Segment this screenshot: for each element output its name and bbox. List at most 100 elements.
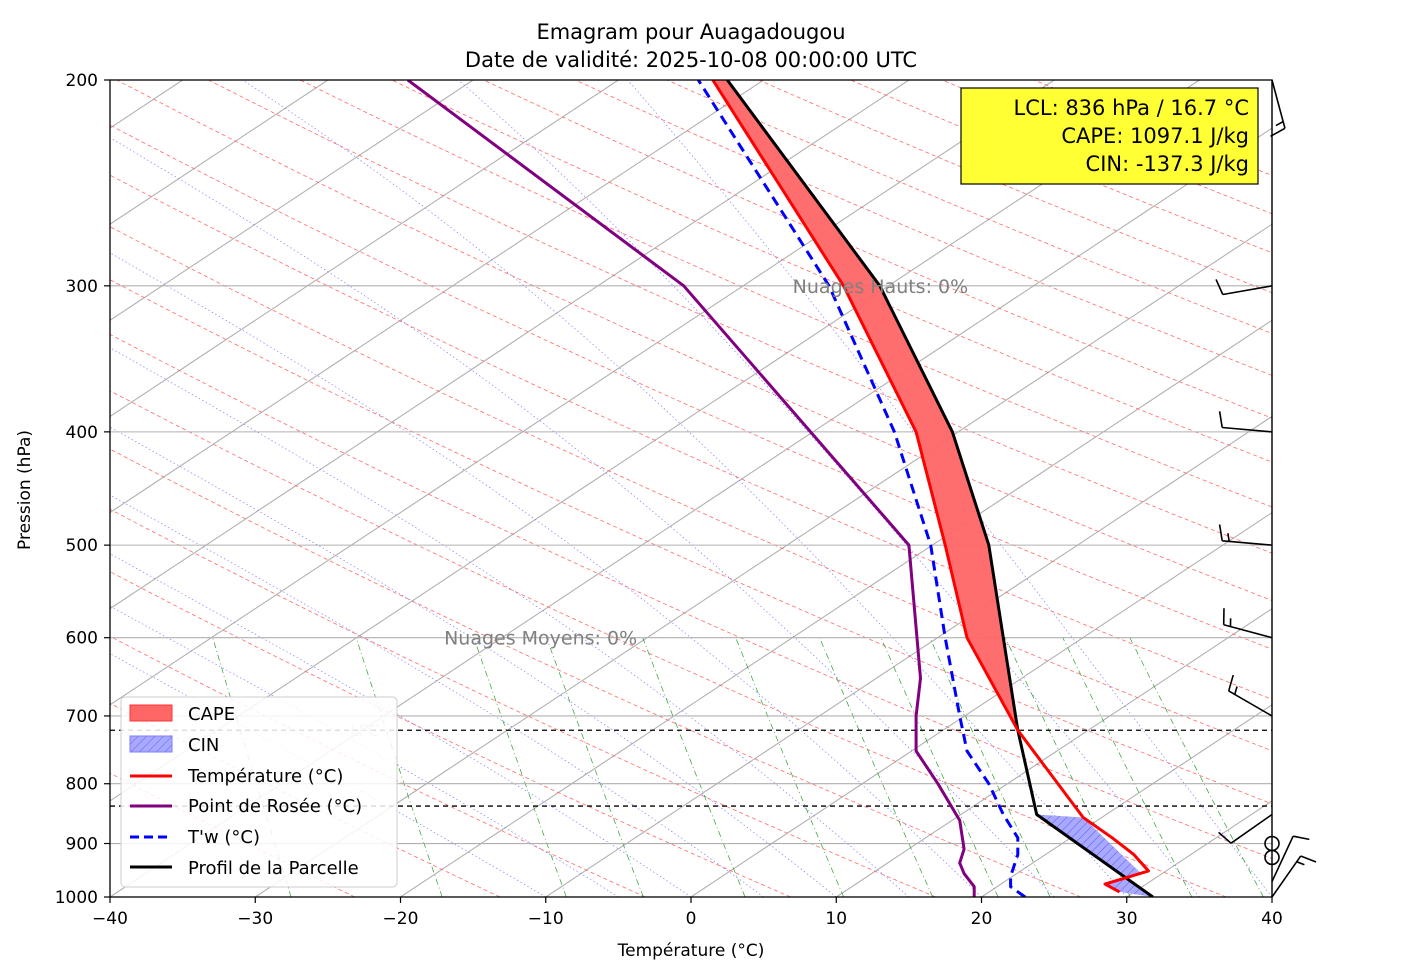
annotation-high-clouds: Nuages Hauts: 0% (793, 276, 969, 298)
isotherm-line (400, 319, 1272, 897)
wind-barb (1218, 813, 1273, 844)
y-tick-label: 1000 (55, 888, 98, 908)
info-box: LCL: 836 hPa / 16.7 °C CAPE: 1097.1 J/kg… (960, 87, 1259, 185)
dry-adiabat (666, 80, 1272, 334)
barb-staff (1222, 426, 1273, 433)
mixing-ratio-line (819, 637, 934, 897)
dry-adiabat (208, 80, 1272, 554)
x-tick-label: −30 (237, 909, 273, 929)
legend-label-dewpoint: Point de Rosée (°C) (188, 796, 362, 817)
barb-staff (1271, 79, 1286, 129)
dry-adiabat (110, 174, 1272, 700)
dry-adiabat (110, 124, 1272, 650)
wind-barb (1264, 849, 1280, 866)
legend-swatch-cape (129, 704, 173, 722)
barb-flag-full (1227, 674, 1235, 692)
cape-area (712, 80, 1018, 731)
moist-adiabat (110, 137, 1055, 897)
barb-flag-full (1218, 831, 1232, 844)
cloud-annotations: Nuages Hauts: 0% Nuages Moyens: 0% (444, 276, 968, 650)
x-tick-label: 30 (1116, 909, 1138, 929)
barb-flag-half (1275, 120, 1284, 127)
y-tick-label: 700 (66, 707, 98, 727)
isotherm-line (110, 80, 910, 610)
mixing-ratio-line (880, 637, 999, 897)
isotherm-line (110, 80, 329, 225)
info-cin: CIN: -137.3 J/kg (1086, 152, 1249, 176)
x-tick-label: −40 (92, 909, 128, 929)
info-box-background (960, 87, 1259, 185)
profile-series (406, 80, 1154, 897)
dry-adiabat (110, 333, 1272, 859)
moist-adiabat (627, 80, 1272, 897)
isotherm-line (110, 80, 619, 418)
isotherm-line (690, 511, 1272, 897)
info-lcl: LCL: 836 hPa / 16.7 °C (1014, 96, 1250, 120)
legend-label-temperature: Température (°C) (187, 766, 343, 787)
dry-adiabat (116, 80, 1272, 602)
x-tick-label: 0 (686, 909, 697, 929)
barb-flag-full (1270, 127, 1286, 138)
annotation-mid-clouds: Nuages Moyens: 0% (444, 628, 637, 650)
y-axis-ticks: 1000 900 800 700 600 500 400 300 200 (55, 71, 110, 908)
chart-title-line2: Date de validité: 2025-10-08 00:00:00 UT… (465, 48, 917, 72)
x-tick-label: −20 (383, 909, 419, 929)
x-axis-label: Température (°C) (617, 941, 765, 961)
wind-barb (1227, 674, 1273, 717)
barb-flag-half (1233, 686, 1238, 695)
x-tick-label: 40 (1261, 909, 1283, 929)
mixing-ratio-line (1129, 637, 1264, 897)
calm-circle (1264, 849, 1280, 866)
barb-flag-half (1296, 861, 1305, 866)
legend-label-cape: CAPE (188, 704, 235, 725)
legend: CAPE CIN Température (°C) Point de Rosée… (120, 696, 398, 888)
barb-flag-full (1218, 524, 1223, 541)
x-tick-label: 20 (971, 909, 993, 929)
barb-staff (1223, 623, 1273, 639)
y-tick-label: 900 (66, 835, 98, 855)
wind-barb (1222, 608, 1273, 639)
barb-staff (1222, 539, 1273, 546)
barb-staff (1222, 285, 1273, 296)
y-tick-label: 300 (66, 277, 98, 297)
barb-flag-half (1227, 533, 1230, 542)
barb-flag-full (1215, 279, 1224, 295)
dry-adiabat (110, 508, 936, 897)
legend-swatch-cin (129, 735, 173, 753)
isotherm-line (981, 704, 1272, 897)
moist-adiabat (110, 653, 546, 897)
barb-flag-full (1218, 411, 1223, 428)
dry-adiabat (575, 80, 1272, 376)
dry-adiabat (110, 390, 1227, 897)
parcel-line (726, 80, 1154, 897)
wind-barb (1271, 855, 1317, 898)
info-cape: CAPE: 1097.1 J/kg (1061, 124, 1249, 148)
wind-barb (1215, 279, 1273, 296)
wetbulb-line (697, 80, 1026, 897)
isotherm-line (110, 80, 764, 514)
barb-staff (1228, 690, 1273, 717)
barb-flag-full (1300, 855, 1317, 863)
legend-label-wetbulb: T'w (°C) (187, 827, 260, 848)
isotherm-line (545, 415, 1272, 897)
y-tick-label: 600 (66, 629, 98, 649)
legend-label-cin: CIN (188, 735, 219, 756)
x-tick-label: 10 (825, 909, 847, 929)
wind-barb (1218, 411, 1273, 433)
x-axis-ticks: −40 −30 −20 −10 0 10 20 30 40 (92, 897, 1283, 929)
y-tick-label: 500 (66, 536, 98, 556)
barb-flag-full (1292, 835, 1310, 841)
isotherm-line (110, 80, 474, 321)
dewpoint-line (406, 80, 976, 897)
moist-adiabat (110, 252, 982, 897)
dry-adiabat (110, 226, 1272, 752)
wind-barb (1270, 79, 1286, 138)
barb-staff (1271, 855, 1302, 898)
isotherm-line (110, 80, 1055, 706)
chart-title-line1: Emagram pour Auagadougou (536, 20, 845, 44)
dry-adiabat (110, 279, 1272, 805)
legend-box (120, 696, 398, 888)
y-tick-label: 200 (66, 71, 98, 91)
wind-barb (1218, 524, 1273, 546)
